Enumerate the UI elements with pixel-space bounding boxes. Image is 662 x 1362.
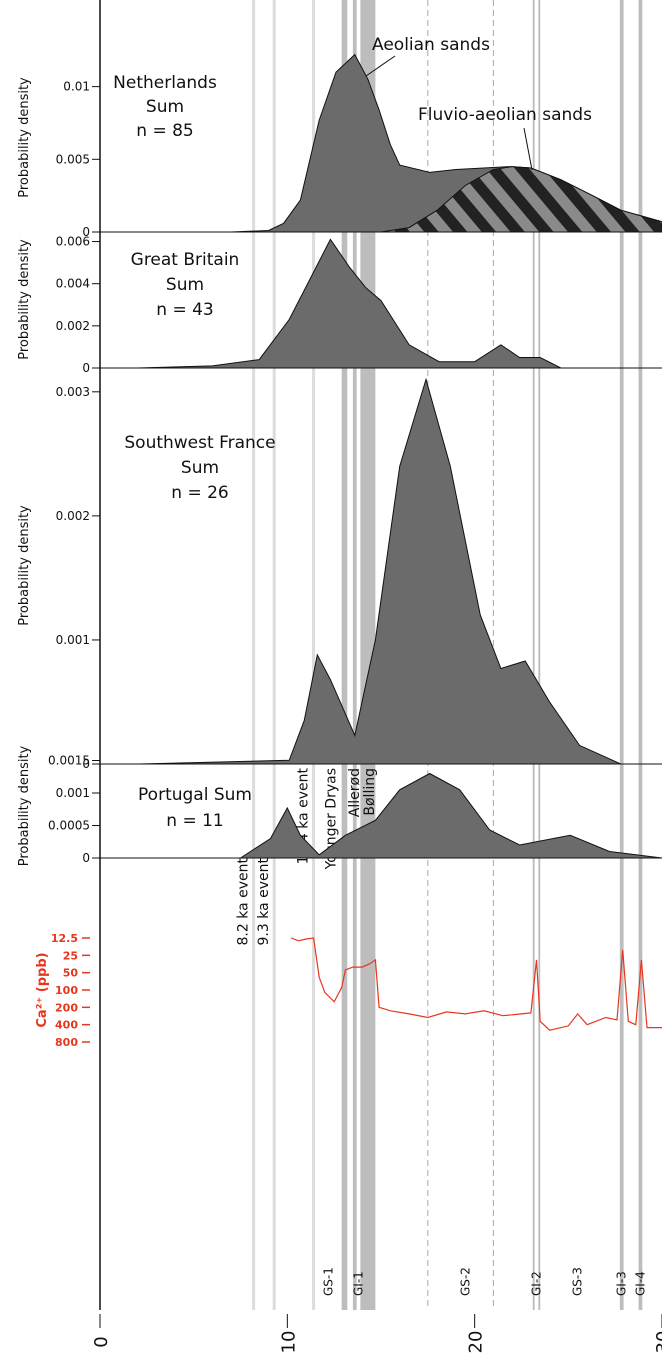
panel-title: Sum	[146, 97, 184, 117]
y-tick-label: 0.004	[56, 277, 90, 291]
stage-label: GI-2	[529, 1271, 543, 1296]
y-tick-label: 0	[82, 225, 90, 239]
event-label: 8.2 ka event	[236, 857, 252, 945]
y-axis-label: Probability density	[17, 505, 32, 626]
y-tick-label: 800	[55, 1036, 78, 1049]
y-axis-label: Probability density	[17, 745, 32, 866]
stadial-band	[352, 0, 357, 1310]
panel-title: Great Britain	[131, 250, 240, 270]
y-axis-label: Ca²⁺ (ppb)	[35, 952, 50, 1027]
x-tick-label: 10	[278, 1331, 299, 1354]
stage-label: GS-3	[571, 1267, 585, 1296]
panel-title: n = 85	[136, 121, 193, 141]
density-area	[380, 166, 662, 233]
y-tick-label: 50	[63, 967, 79, 980]
stage-label: GI-3	[615, 1271, 629, 1296]
y-tick-label: 0.001	[56, 786, 90, 800]
y-tick-label: 400	[55, 1019, 78, 1032]
stage-label: GS-1	[322, 1267, 336, 1296]
y-tick-label: 0.006	[56, 235, 90, 249]
y-tick-label: 12.5	[51, 932, 78, 945]
stage-label: GI-4	[633, 1271, 647, 1296]
panel-title: Southwest France	[124, 433, 275, 453]
stadial-band	[619, 0, 624, 1310]
y-tick-label: 0.0005	[48, 819, 90, 833]
x-tick-label: 0	[91, 1336, 112, 1347]
y-tick-label: 0.01	[63, 80, 90, 94]
y-tick-label: 0.002	[56, 509, 90, 523]
stadial-band	[532, 0, 535, 1310]
y-tick-label: 0.002	[56, 319, 90, 333]
stadial-band	[538, 0, 541, 1310]
y-tick-label: 25	[63, 949, 78, 962]
annotation: Aeolian sands	[372, 35, 490, 55]
y-tick-label: 0	[82, 757, 90, 771]
y-axis-label: Probability density	[17, 77, 32, 198]
panel-title: Sum	[166, 275, 204, 295]
x-tick-label: 20	[466, 1331, 487, 1354]
annotation: Fluvio-aeolian sands	[418, 105, 592, 125]
panel-title: n = 11	[166, 811, 223, 831]
annotation-arrow	[523, 127, 533, 171]
y-tick-label: 0	[82, 851, 90, 865]
y-axis-label: Probability density	[17, 239, 32, 360]
y-tick-label: 0	[82, 361, 90, 375]
panel-title: Netherlands	[113, 73, 217, 93]
ca-line	[290, 937, 662, 1031]
stage-label: GS-2	[458, 1267, 472, 1296]
y-tick-label: 0.0015	[48, 754, 90, 768]
event-label: Bølling	[362, 768, 378, 816]
stage-label: GI-1	[352, 1271, 366, 1296]
y-tick-label: 0.001	[56, 633, 90, 647]
y-tick-label: 0.005	[56, 152, 90, 166]
panel-title: Sum	[181, 458, 219, 478]
stadial-band	[341, 0, 348, 1310]
annotation-arrow	[365, 55, 396, 77]
panel-title: n = 43	[156, 300, 213, 320]
y-tick-label: 0.003	[56, 385, 90, 399]
x-tick-label: 30	[653, 1331, 662, 1354]
stadial-band	[638, 0, 643, 1310]
panel-title: n = 26	[171, 483, 228, 503]
panel-title: Portugal Sum	[138, 785, 252, 805]
event-label: 9.3 ka event	[256, 857, 272, 945]
y-tick-label: 200	[55, 1001, 78, 1014]
event-label: Allerød	[347, 768, 363, 817]
density-area	[238, 772, 662, 859]
y-tick-label: 100	[55, 984, 78, 997]
